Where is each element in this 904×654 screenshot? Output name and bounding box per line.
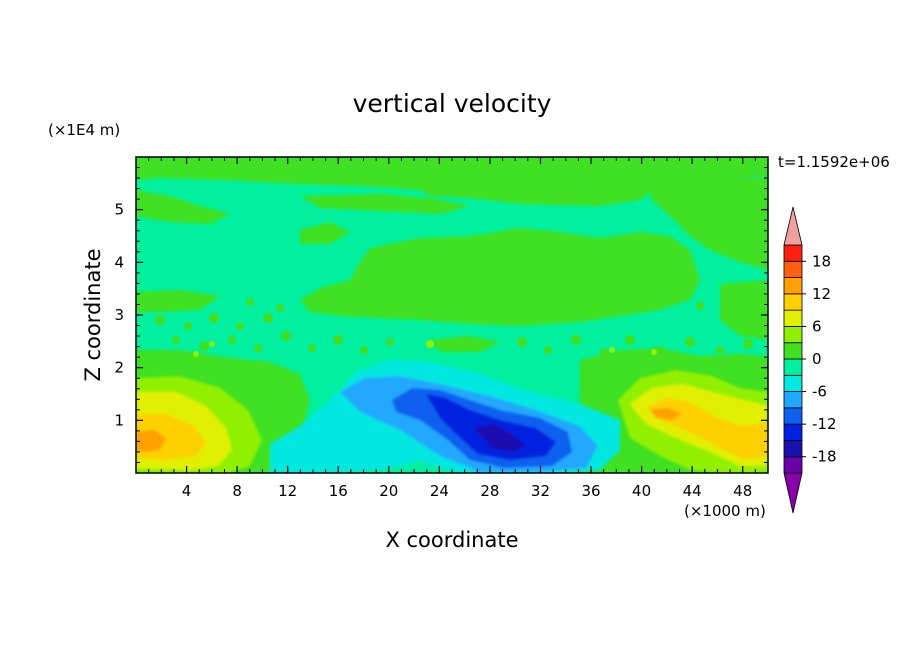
x-tick-label: 12	[278, 482, 297, 500]
x-tick-label: 44	[683, 482, 702, 500]
contour-plot-area	[136, 157, 768, 473]
x-tick-label: 48	[733, 482, 752, 500]
colorbar-swatch	[783, 374, 803, 392]
x-tick-label: 36	[581, 482, 600, 500]
colorbar-swatch	[783, 358, 803, 376]
y-axis-ticks: 1 2 3 4 5	[114, 167, 768, 463]
central-downdraft	[270, 360, 620, 473]
x-tick-label: 20	[379, 482, 398, 500]
colorbar-swatch	[783, 456, 803, 474]
colorbar-swatch	[783, 244, 803, 262]
y-tick-label: 1	[114, 411, 124, 429]
x-tick-label: 16	[329, 482, 348, 500]
colorbar-swatch	[783, 326, 803, 344]
colorbar: -18 -12 -6 0 6 12 18	[783, 206, 837, 514]
x-tick-label: 32	[531, 482, 550, 500]
colorbar-swatch	[783, 342, 803, 360]
x-tick-label: 28	[480, 482, 499, 500]
colorbar-swatch	[783, 407, 803, 425]
y-tick-label: 3	[114, 306, 124, 324]
x-tick-label: 40	[632, 482, 651, 500]
colorbar-label: 6	[812, 317, 822, 335]
colorbar-label: -18	[812, 448, 837, 466]
x-tick-label: 8	[232, 482, 242, 500]
colorbar-swatch	[783, 391, 803, 409]
right-updraft	[618, 370, 768, 473]
y-axis-label: Z coordinate	[81, 248, 105, 381]
y-tick-label: 4	[114, 253, 124, 271]
x-unit-label: (×1000 m)	[684, 502, 766, 520]
colorbar-swatch	[783, 260, 803, 278]
x-tick-label: 4	[182, 482, 192, 500]
colorbar-swatch	[783, 309, 803, 327]
colorbar-label: -6	[812, 383, 827, 401]
time-label: t=1.1592e+06	[778, 153, 890, 171]
colorbar-swatch	[783, 440, 803, 458]
green-speckles	[146, 298, 753, 360]
x-axis-ticks: 4 8 12 16 20 24 28 32 36 40 44 48	[148, 157, 756, 500]
x-tick-label: 24	[430, 482, 449, 500]
colorbar-label: 18	[812, 252, 831, 270]
yellow-speckles	[193, 340, 657, 357]
colorbar-under-triangle	[783, 472, 803, 514]
colorbar-over-triangle	[783, 206, 803, 246]
colorbar-label: 0	[812, 350, 822, 368]
colorbar-swatch	[783, 277, 803, 295]
colorbar-swatch	[783, 293, 803, 311]
left-updraft	[136, 376, 262, 473]
y-tick-label: 2	[114, 359, 124, 377]
colorbar-label: -12	[812, 415, 837, 433]
colorbar-label: 12	[812, 285, 831, 303]
y-unit-label: (×1E4 m)	[48, 121, 120, 139]
colorbar-swatch	[783, 423, 803, 441]
chart-title: vertical velocity	[353, 89, 552, 118]
y-tick-label: 5	[114, 201, 124, 219]
x-axis-label: X coordinate	[385, 528, 518, 552]
